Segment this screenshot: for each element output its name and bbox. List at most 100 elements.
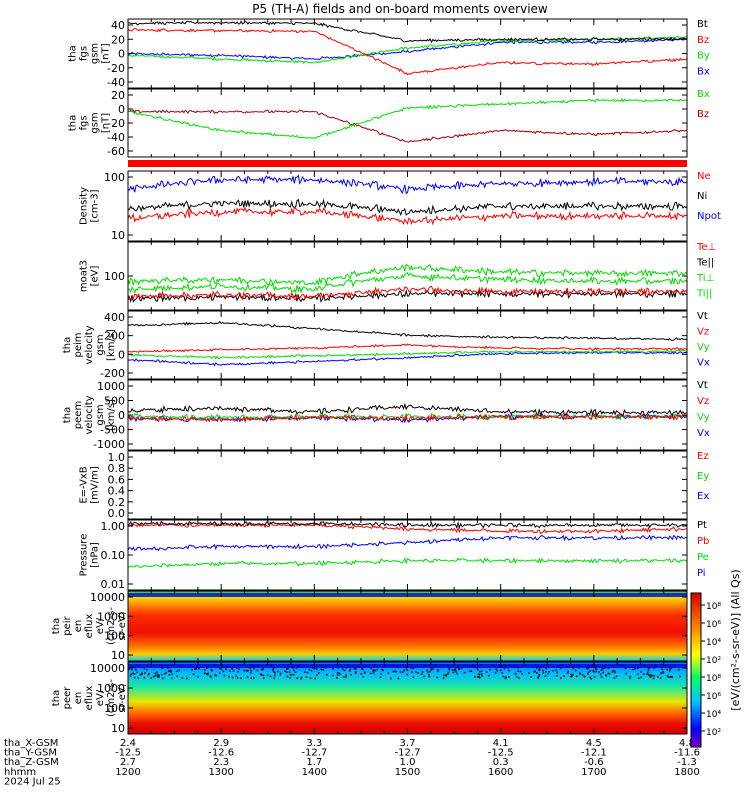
spectrogram-noise [647,669,650,672]
spectrogram-noise [460,667,463,669]
spectrogram-noise [181,677,184,679]
y-tick-label: 0.2 [108,496,126,509]
spectrogram-noise [640,671,642,673]
spectrogram-noise [132,672,134,675]
spectrogram-noise [341,668,344,670]
spectrogram-noise [207,672,209,675]
spectrogram-noise [286,675,289,678]
spectrogram-noise [613,670,616,672]
panel-efield: 1.00.80.60.40.20.0 E=-VxB [mV/m] Ez Ey Ex [79,450,709,520]
spectrogram-noise [376,668,378,671]
spectrogram-noise [156,675,159,678]
spectrogram-noise [279,672,282,675]
spectrogram-noise [629,677,631,680]
spectrogram-noise [593,676,596,678]
spectrogram-noise [349,668,352,671]
spectrogram-noise [544,675,547,677]
spectrogram-noise [411,671,413,673]
orbit-value-x: 2.9 [213,738,229,749]
spectrogram-noise [369,672,372,675]
spectrogram-noise [176,670,178,673]
legend-label: Ez [697,451,709,462]
spectrogram-noise [494,672,497,674]
spectrogram-noise [476,676,479,678]
plot-title: P5 (TH-A) fields and on-board moments ov… [252,2,548,16]
spectrogram-noise [313,667,316,670]
spectrogram-noise [263,677,265,679]
y-axis-label: [nT] [101,43,112,63]
spectrogram-noise [215,674,218,677]
spectrogram-noise [412,667,415,669]
spectrogram-noise [209,675,212,677]
spectrogram-noise [309,677,312,679]
orbit-value-z: 2.3 [213,757,229,768]
orbit-value-x: 4.8 [679,738,695,749]
spectrogram-noise [669,669,671,672]
spectrogram-noise [481,675,483,677]
spectrogram-noise [508,676,510,678]
y-axis-label: [km/s] [106,329,117,361]
spectrogram-noise [161,667,164,670]
spectrogram-noise [495,668,497,671]
spectrogram-noise [605,674,607,677]
orbit-value-hhmm: 1400 [302,767,327,778]
colorbar-tick-label: 10⁸ [706,674,721,684]
spectrogram-noise [306,671,309,674]
spectrogram-noise [403,669,405,672]
panel-density: 100 10 Density [cm-3] Ne Ni Npot [79,170,721,242]
spectrogram-noise [420,673,423,675]
spectrogram-noise [250,669,252,672]
spectrogram-noise [287,667,289,670]
y-axis-label: gsm [90,43,101,64]
y-tick-label: 0 [118,48,125,61]
spectrogram-noise [463,671,466,674]
y-tick-label: -20 [107,117,125,130]
spectrogram-noise [530,676,532,678]
spectrogram-noise [496,669,499,672]
spectrogram-noise [129,675,132,677]
colorbar [690,592,702,748]
y-tick-label: 0.0 [108,507,126,520]
y-axis-label: eV/ [95,617,106,634]
y-tick-label: 500 [104,395,125,408]
spectrogram-noise [679,675,681,678]
spectrogram-noise [157,676,160,678]
spectrogram-noise [308,668,311,671]
spectrogram-noise [563,675,566,677]
spectrogram-noise [571,675,573,677]
spectrogram-noise [274,671,276,674]
spectrogram-noise [332,674,334,677]
spectrogram-noise [427,671,429,674]
spectrogram-noise [598,671,600,673]
y-tick-label: -20 [107,62,125,75]
spectrogram-noise [272,669,274,671]
spectrogram-noise [502,675,505,678]
spectrogram-noise [156,673,159,676]
spectrogram-noise [245,669,248,672]
spectrogram-noise [314,677,316,680]
spectrogram-noise [260,668,263,671]
legend-label: Te⊥ [696,242,716,253]
spectrogram-noise [517,670,519,673]
colorbar-tick-label: 10⁴ [706,638,721,648]
y-axis-label: fgs [79,46,90,61]
spectrogram-noise [648,673,650,676]
panel-peer-spec: 10000 1000 100 10 tha peer en eflux eV/(cm2-s-sr… [51,661,688,735]
spectrogram-noise [318,672,320,674]
legend-label: Pb [697,536,709,547]
spectrogram-noise [195,668,197,670]
spectrogram-noise [238,668,240,671]
spectrogram-noise [574,669,577,672]
spectrogram-noise [387,672,390,674]
y-tick-label: 100 [104,171,125,184]
spectrogram-noise [608,672,611,675]
spectrogram-noise [247,670,249,672]
spectrogram-noise [518,677,520,679]
spectrogram-noise [274,674,276,677]
spectrogram-noise [678,668,680,671]
spectrogram-noise [229,670,231,672]
spectrogram-noise [197,676,199,678]
y-axis-label: [cm-3] [90,189,101,222]
y-tick-label: 0 [118,103,125,116]
